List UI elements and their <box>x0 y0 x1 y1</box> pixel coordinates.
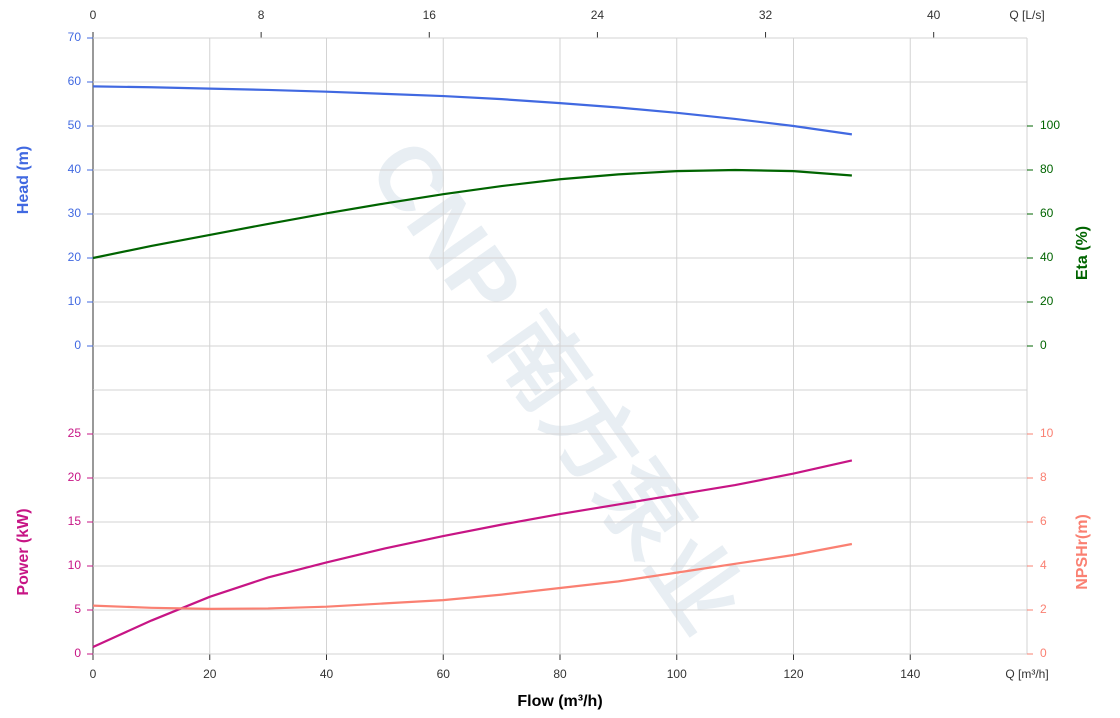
y2-tick-label: 0 <box>1040 338 1047 352</box>
y-tick-label: 20 <box>68 470 82 484</box>
y-tick-label: 10 <box>68 558 82 572</box>
y-tick-label: 20 <box>68 250 82 264</box>
y-tick-label: 60 <box>68 74 82 88</box>
y2-tick-label: 2 <box>1040 602 1047 616</box>
x2-tick-label: 0 <box>90 8 97 22</box>
series-line <box>92 168 852 260</box>
y2-tick-label: 40 <box>1040 250 1054 264</box>
y2-tick-label: 0 <box>1040 646 1047 660</box>
x-tick-label: 60 <box>437 667 451 681</box>
x-tick-label: 140 <box>900 667 920 681</box>
y-axis-title: Head (m) <box>15 146 32 214</box>
y-tick-label: 50 <box>68 118 82 132</box>
x2-tick-label: 16 <box>423 8 437 22</box>
y-tick-label: 10 <box>68 294 82 308</box>
y2-tick-label: 20 <box>1040 294 1054 308</box>
y-tick-label: 0 <box>74 338 81 352</box>
x-tick-label: 0 <box>90 667 97 681</box>
series-line <box>92 85 853 136</box>
x-tick-label: 20 <box>203 667 217 681</box>
y2-axis-title: Eta (%) <box>1074 226 1091 280</box>
watermark: CNP 南方泵业 <box>350 123 761 650</box>
series-line <box>92 542 853 611</box>
x-tick-label: 80 <box>553 667 567 681</box>
y-tick-label: 40 <box>68 162 82 176</box>
y2-axis-title: NPSHr(m) <box>1074 514 1091 590</box>
x-axis-title: Flow (m³/h) <box>517 693 602 710</box>
x2-tick-label: 40 <box>927 8 941 22</box>
y2-tick-label: 8 <box>1040 470 1047 484</box>
x-tick-label: 120 <box>783 667 803 681</box>
y2-tick-label: 10 <box>1040 426 1054 440</box>
y2-tick-label: 80 <box>1040 162 1054 176</box>
y2-tick-label: 4 <box>1040 558 1047 572</box>
y-tick-label: 0 <box>74 646 81 660</box>
x2-tick-label: 24 <box>591 8 605 22</box>
y-axis-title: Power (kW) <box>15 508 32 595</box>
x-tick-label: 100 <box>667 667 687 681</box>
x-tick-label: 40 <box>320 667 334 681</box>
y2-tick-label: 60 <box>1040 206 1054 220</box>
y2-tick-label: 100 <box>1040 118 1060 132</box>
y-tick-label: 30 <box>68 206 82 220</box>
y-tick-label: 15 <box>68 514 82 528</box>
x-unit-label: Q [m³/h] <box>1005 667 1048 681</box>
y-tick-label: 25 <box>68 426 82 440</box>
y2-tick-label: 6 <box>1040 514 1047 528</box>
y-tick-label: 70 <box>68 30 82 44</box>
y-tick-label: 5 <box>74 602 81 616</box>
x2-tick-label: 32 <box>759 8 773 22</box>
series-line <box>92 459 853 648</box>
x2-tick-label: 8 <box>258 8 265 22</box>
x2-unit-label: Q [L/s] <box>1009 8 1044 22</box>
